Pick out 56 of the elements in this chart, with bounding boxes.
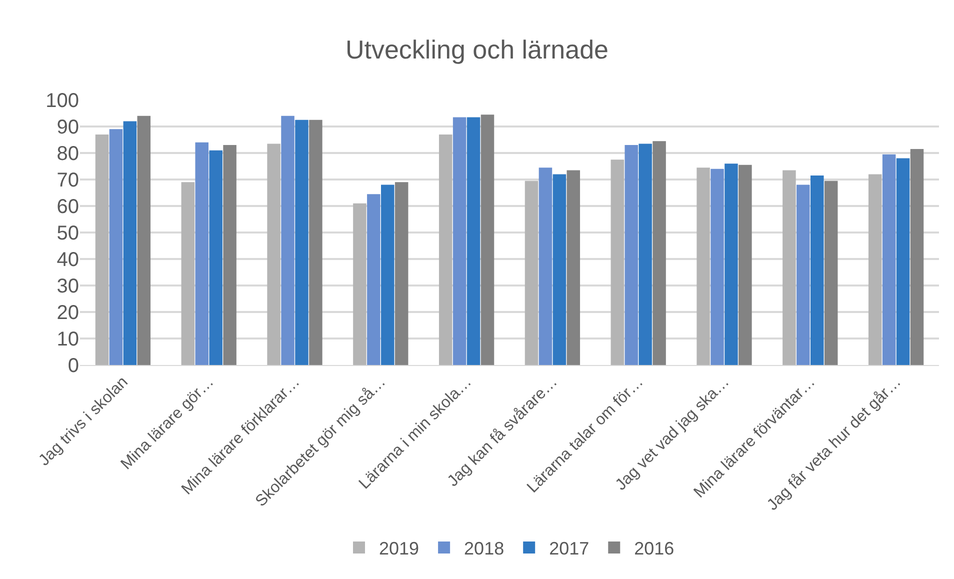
bar (137, 116, 151, 365)
bar (710, 168, 724, 365)
bar (95, 134, 109, 365)
bar (267, 144, 280, 365)
bar (738, 164, 752, 365)
bar (209, 150, 222, 365)
bar (868, 174, 882, 365)
bar (353, 203, 366, 365)
chart-title: Utveckling och lärnade (345, 34, 609, 65)
bar (480, 114, 494, 365)
y-tick-label: 10 (56, 328, 79, 350)
bar (810, 176, 824, 365)
bar (652, 141, 666, 365)
bar (109, 129, 123, 365)
bar (223, 145, 236, 365)
bar (782, 170, 796, 365)
bar (394, 182, 408, 365)
y-tick-label: 50 (56, 222, 79, 244)
bar (882, 154, 896, 365)
bar (295, 120, 308, 365)
bar (466, 117, 480, 365)
bar (824, 180, 838, 365)
bar (552, 174, 566, 365)
bar (724, 164, 738, 365)
bar (610, 160, 624, 365)
legend-label: 2016 (634, 538, 674, 559)
bar (181, 182, 195, 365)
bar (524, 180, 538, 365)
legend-label: 2017 (549, 538, 590, 559)
bar (638, 144, 652, 365)
bar (309, 120, 322, 365)
y-tick-label: 80 (56, 143, 79, 165)
bar (438, 134, 452, 365)
bar (624, 145, 638, 365)
y-tick-label: 60 (56, 196, 79, 218)
bar (123, 121, 137, 365)
bar (566, 170, 580, 365)
bar (796, 184, 810, 365)
bar (195, 142, 208, 365)
bar (381, 184, 394, 365)
bar (367, 194, 380, 365)
bar (910, 149, 924, 365)
bar (452, 117, 466, 365)
bar (538, 168, 552, 365)
bar (896, 158, 910, 365)
y-tick-label: 40 (56, 249, 79, 271)
legend-label: 2019 (379, 538, 420, 559)
y-tick-label: 20 (56, 302, 79, 324)
y-tick-label: 100 (46, 90, 79, 112)
y-tick-label: 70 (56, 170, 79, 192)
y-tick-label: 90 (56, 116, 79, 138)
bar (696, 168, 710, 365)
bar (281, 116, 294, 365)
legend-label: 2018 (464, 538, 504, 559)
y-tick-label: 30 (56, 276, 79, 298)
y-tick-label: 0 (68, 355, 79, 377)
